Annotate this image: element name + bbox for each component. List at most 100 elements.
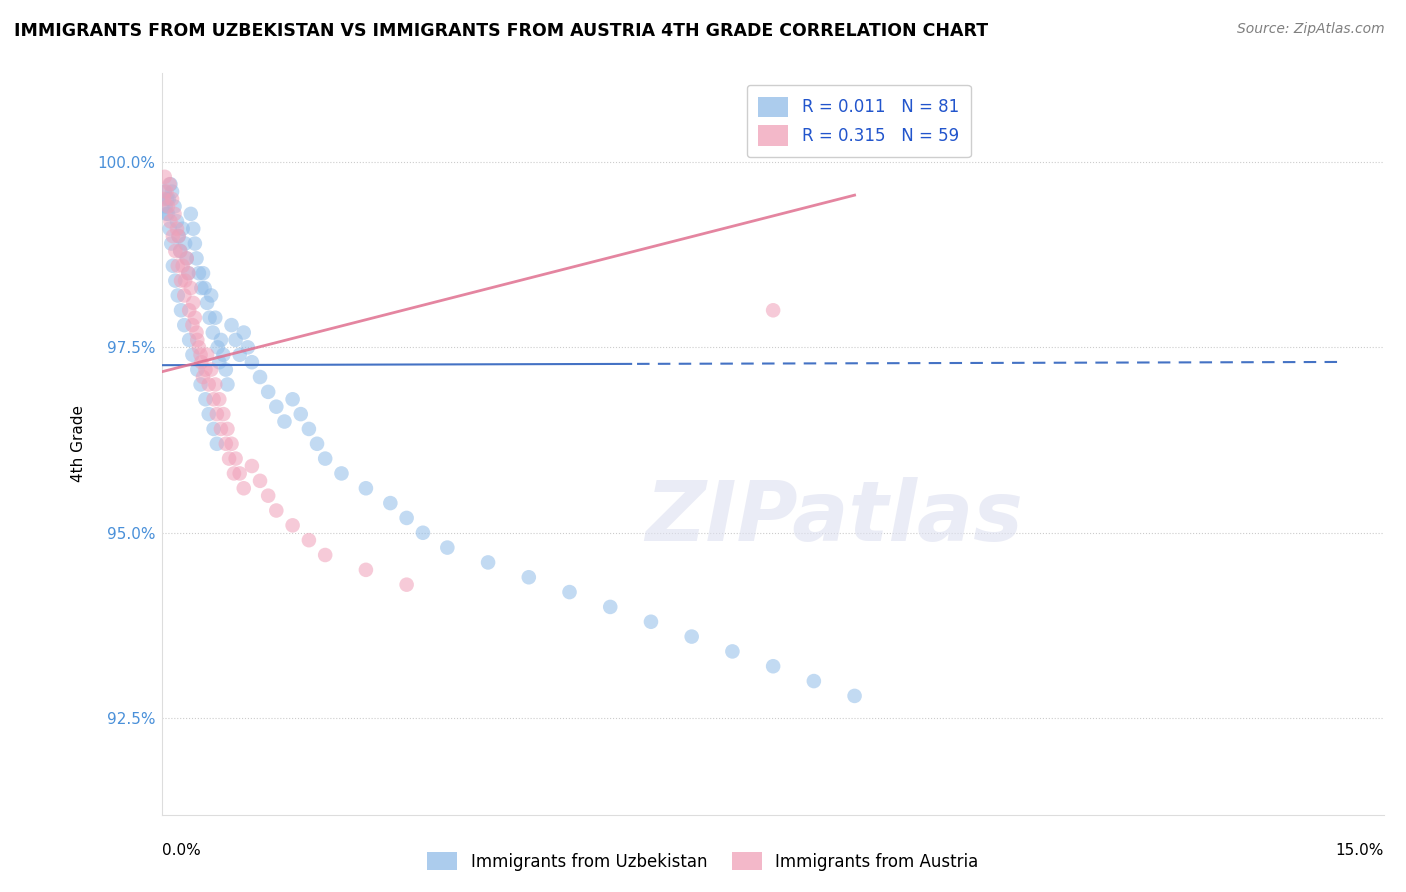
- Point: [517, 570, 540, 584]
- Point: [395, 511, 418, 525]
- Point: [194, 281, 217, 295]
- Point: [208, 392, 231, 407]
- Point: [330, 467, 353, 481]
- Point: [290, 407, 312, 421]
- Point: [190, 348, 212, 362]
- Point: [177, 266, 200, 280]
- Point: [222, 467, 245, 481]
- Point: [174, 274, 197, 288]
- Point: [194, 362, 217, 376]
- Point: [159, 178, 181, 192]
- Point: [194, 392, 217, 407]
- Legend: Immigrants from Uzbekistan, Immigrants from Austria: Immigrants from Uzbekistan, Immigrants f…: [419, 844, 987, 880]
- Text: IMMIGRANTS FROM UZBEKISTAN VS IMMIGRANTS FROM AUSTRIA 4TH GRADE CORRELATION CHAR: IMMIGRANTS FROM UZBEKISTAN VS IMMIGRANTS…: [14, 22, 988, 40]
- Point: [215, 437, 238, 451]
- Point: [208, 355, 231, 369]
- Point: [395, 577, 418, 591]
- Point: [266, 503, 288, 517]
- Point: [184, 310, 207, 325]
- Point: [221, 437, 243, 451]
- Point: [163, 199, 186, 213]
- Point: [169, 244, 191, 258]
- Point: [186, 326, 208, 340]
- Point: [160, 236, 183, 251]
- Point: [153, 192, 176, 206]
- Point: [162, 259, 184, 273]
- Y-axis label: 4th Grade: 4th Grade: [72, 405, 86, 483]
- Point: [681, 630, 703, 644]
- Point: [155, 207, 177, 221]
- Point: [257, 489, 280, 503]
- Point: [153, 185, 176, 199]
- Point: [191, 266, 214, 280]
- Point: [298, 422, 321, 436]
- Point: [180, 207, 202, 221]
- Point: [228, 348, 250, 362]
- Point: [201, 326, 224, 340]
- Point: [762, 659, 785, 673]
- Point: [163, 207, 186, 221]
- Point: [232, 326, 254, 340]
- Point: [232, 481, 254, 495]
- Point: [155, 199, 177, 213]
- Point: [354, 481, 377, 495]
- Text: Source: ZipAtlas.com: Source: ZipAtlas.com: [1237, 22, 1385, 37]
- Point: [215, 362, 238, 376]
- Legend: R = 0.011   N = 81, R = 0.315   N = 59: R = 0.011 N = 81, R = 0.315 N = 59: [747, 85, 970, 157]
- Point: [166, 259, 188, 273]
- Point: [166, 221, 188, 235]
- Point: [186, 333, 208, 347]
- Point: [190, 281, 212, 295]
- Point: [436, 541, 458, 555]
- Point: [205, 437, 228, 451]
- Point: [205, 407, 228, 421]
- Point: [156, 207, 179, 221]
- Point: [159, 221, 181, 235]
- Point: [218, 451, 240, 466]
- Point: [599, 599, 621, 614]
- Point: [172, 221, 194, 235]
- Point: [314, 548, 336, 562]
- Point: [558, 585, 581, 599]
- Point: [209, 422, 232, 436]
- Point: [721, 644, 744, 658]
- Point: [169, 244, 191, 258]
- Point: [380, 496, 402, 510]
- Point: [165, 244, 187, 258]
- Point: [167, 229, 190, 244]
- Point: [179, 333, 201, 347]
- Point: [281, 392, 304, 407]
- Point: [212, 348, 235, 362]
- Text: 0.0%: 0.0%: [162, 843, 201, 858]
- Point: [170, 274, 193, 288]
- Point: [281, 518, 304, 533]
- Point: [160, 192, 183, 206]
- Point: [240, 458, 263, 473]
- Point: [186, 362, 208, 376]
- Point: [197, 407, 219, 421]
- Point: [167, 229, 190, 244]
- Point: [184, 236, 207, 251]
- Point: [305, 437, 328, 451]
- Point: [176, 252, 198, 266]
- Point: [181, 318, 204, 332]
- Point: [202, 422, 225, 436]
- Point: [202, 392, 225, 407]
- Point: [209, 333, 232, 347]
- Point: [225, 333, 247, 347]
- Point: [200, 288, 222, 302]
- Point: [228, 467, 250, 481]
- Point: [257, 384, 280, 399]
- Point: [197, 377, 219, 392]
- Point: [412, 525, 434, 540]
- Point: [195, 348, 218, 362]
- Point: [187, 266, 209, 280]
- Point: [200, 362, 222, 376]
- Point: [190, 355, 212, 369]
- Point: [236, 340, 259, 354]
- Point: [354, 563, 377, 577]
- Point: [249, 474, 271, 488]
- Point: [198, 310, 221, 325]
- Point: [156, 199, 179, 213]
- Point: [157, 192, 180, 206]
